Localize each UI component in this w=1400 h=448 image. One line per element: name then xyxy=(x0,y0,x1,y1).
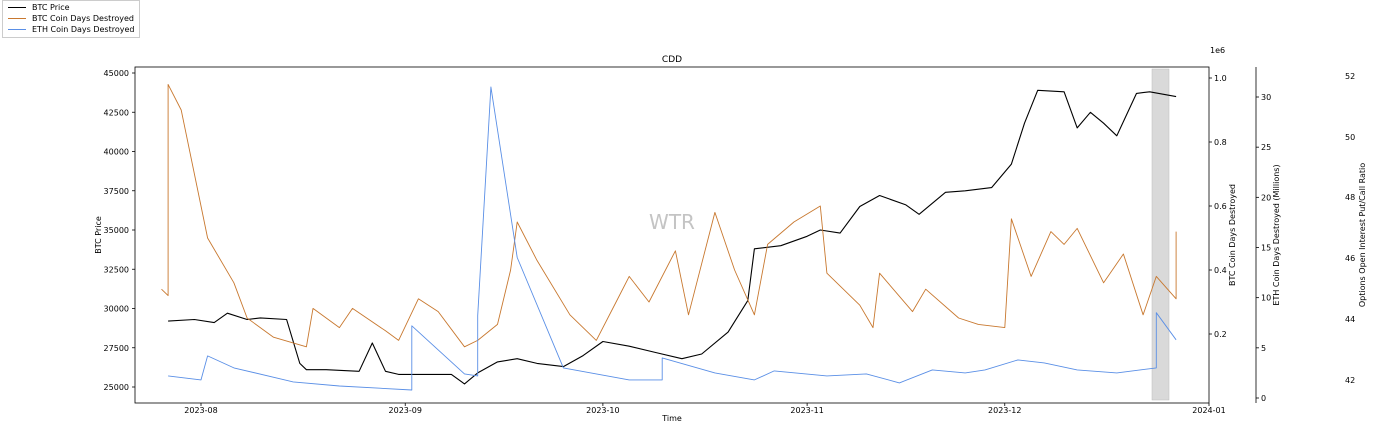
y-tick-label: 25 xyxy=(1261,143,1271,152)
y-tick-label: 44 xyxy=(1345,315,1355,324)
y-tick-label: 0.8 xyxy=(1214,138,1227,147)
legend-item-btc-cdd: BTC Coin Days Destroyed xyxy=(8,13,134,24)
y-tick-label: 50 xyxy=(1345,133,1355,142)
series-line-2 xyxy=(168,86,1177,391)
y-axis-eth-cdd: 0 5 10 15 20 25 30 xyxy=(1256,93,1271,403)
y-tick-label: 52 xyxy=(1345,72,1355,81)
legend-item-btc-price: BTC Price xyxy=(8,2,134,13)
y-tick-label: 35000 xyxy=(104,226,129,235)
y-tick-label: 5 xyxy=(1261,344,1266,353)
y-tick-label: 46 xyxy=(1345,254,1355,263)
y-tick-label: 25000 xyxy=(104,383,129,392)
y-tick-label: 0.2 xyxy=(1214,330,1227,339)
y-axis-btc-price: 25000 27500 30000 32500 35000 37500 40000 42500… xyxy=(104,69,135,392)
series-line-1 xyxy=(161,83,1177,348)
legend-label: ETH Coin Days Destroyed xyxy=(32,25,135,34)
y-tick-label: 30000 xyxy=(104,305,129,314)
watermark: WTR xyxy=(649,210,695,234)
y-tick-label: 48 xyxy=(1345,193,1355,202)
legend-label: BTC Coin Days Destroyed xyxy=(32,14,134,23)
x-axis-label: Time xyxy=(661,414,682,423)
y-axis-label-eth-cdd: ETH Coin Days Destroyed (Millions) xyxy=(1272,164,1281,305)
legend-item-eth-cdd: ETH Coin Days Destroyed xyxy=(8,24,134,35)
legend: BTC Price BTC Coin Days Destroyed ETH Co… xyxy=(2,0,141,38)
y-axis-offset-btc-cdd: 1e6 xyxy=(1210,46,1225,55)
x-tick-label: 2023-12 xyxy=(988,406,1021,415)
y-tick-label: 40000 xyxy=(104,148,129,157)
x-tick-label: 2023-08 xyxy=(184,406,217,415)
y-tick-label: 37500 xyxy=(104,187,129,196)
y-tick-label: 32500 xyxy=(104,265,129,274)
y-tick-label: 42500 xyxy=(104,108,129,117)
y-tick-label: 45000 xyxy=(104,69,129,78)
y-axis-label-btc-cdd: BTC Coin Days Destroyed xyxy=(1228,184,1237,286)
y-axis-put-call: 42 44 46 48 50 52 xyxy=(1345,72,1355,385)
legend-label: BTC Price xyxy=(32,3,70,12)
plot-frame xyxy=(134,66,1210,404)
y-axis-btc-cdd: 0.2 0.4 0.6 0.8 1.0 xyxy=(1209,74,1227,339)
legend-swatch-btc-price xyxy=(8,7,26,8)
y-tick-label: 0.4 xyxy=(1214,266,1227,275)
y-axis-label-btc-price: BTC Price xyxy=(94,216,103,254)
series-line-0 xyxy=(168,89,1177,385)
legend-swatch-eth-cdd xyxy=(8,29,26,30)
y-tick-label: 10 xyxy=(1261,294,1271,303)
y-tick-label: 15 xyxy=(1261,244,1271,253)
y-tick-label: 30 xyxy=(1261,93,1271,102)
y-tick-label: 27500 xyxy=(104,344,129,353)
legend-swatch-btc-cdd xyxy=(8,18,26,19)
y-tick-label: 0 xyxy=(1261,394,1266,403)
x-tick-label: 2023-09 xyxy=(389,406,422,415)
x-tick-label: 2024-01 xyxy=(1192,406,1225,415)
x-tick-label: 2023-10 xyxy=(586,406,619,415)
x-axis: 2023-08 2023-09 2023-10 2023-11 2023-12 2024-… xyxy=(184,403,1226,415)
y-tick-label: 42 xyxy=(1345,376,1355,385)
y-axis-label-put-call: Options Open Interest Put/Call Ratio xyxy=(1358,163,1367,307)
y-tick-label: 20 xyxy=(1261,193,1271,202)
y-tick-label: 1.0 xyxy=(1214,74,1227,83)
series-layer xyxy=(161,83,1177,391)
y-tick-label: 0.6 xyxy=(1214,202,1227,211)
chart-title: CDD xyxy=(662,55,682,65)
x-tick-label: 2023-11 xyxy=(790,406,823,415)
highlight-region xyxy=(1151,68,1170,401)
